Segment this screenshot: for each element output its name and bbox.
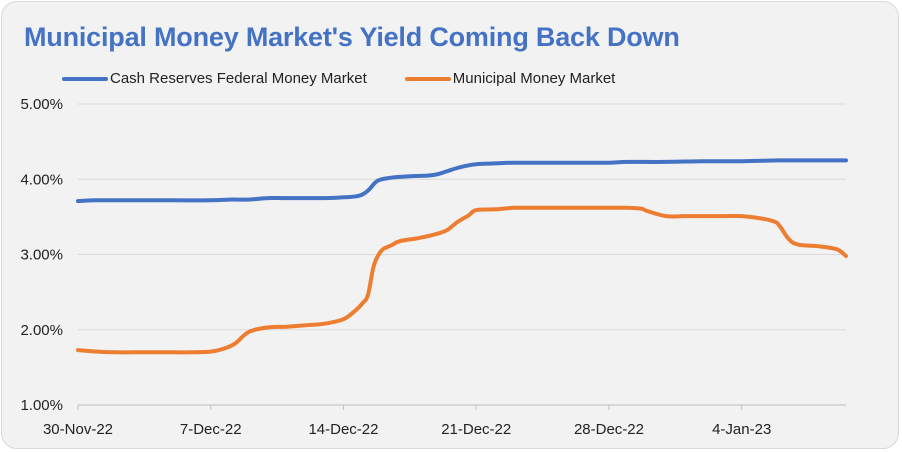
- x-tick-label: 21-Dec-22: [441, 421, 511, 438]
- legend-item-cash-reserves: Cash Reserves Federal Money Market: [62, 70, 367, 87]
- chart-title: Municipal Money Market's Yield Coming Ba…: [24, 22, 680, 52]
- legend-swatch-municipal: [404, 76, 451, 81]
- y-tick-label: 1.00%: [20, 397, 63, 414]
- x-tick-label: 28-Dec-22: [574, 421, 644, 438]
- legend-label-municipal: Municipal Money Market: [452, 70, 616, 87]
- x-tick-label: 4-Jan-23: [712, 421, 771, 438]
- series-line-cash-reserves: [76, 158, 848, 204]
- x-tick-label: 7-Dec-22: [180, 421, 242, 438]
- y-tick-label: 3.00%: [20, 247, 63, 264]
- y-tick-label: 5.00%: [20, 96, 63, 113]
- legend-item-municipal: Municipal Money Market: [404, 70, 616, 87]
- y-tick-label: 4.00%: [20, 171, 63, 188]
- x-tick-label: 30-Nov-22: [43, 421, 113, 438]
- legend-swatch-cash-reserves: [62, 76, 108, 81]
- legend-label-cash-reserves: Cash Reserves Federal Money Market: [110, 70, 367, 87]
- y-tick-label: 2.00%: [20, 322, 63, 339]
- chart-legend: Cash Reserves Federal Money Market Munic…: [62, 70, 653, 87]
- x-tick-label: 14-Dec-22: [308, 421, 378, 438]
- series-line-municipal: [76, 205, 848, 355]
